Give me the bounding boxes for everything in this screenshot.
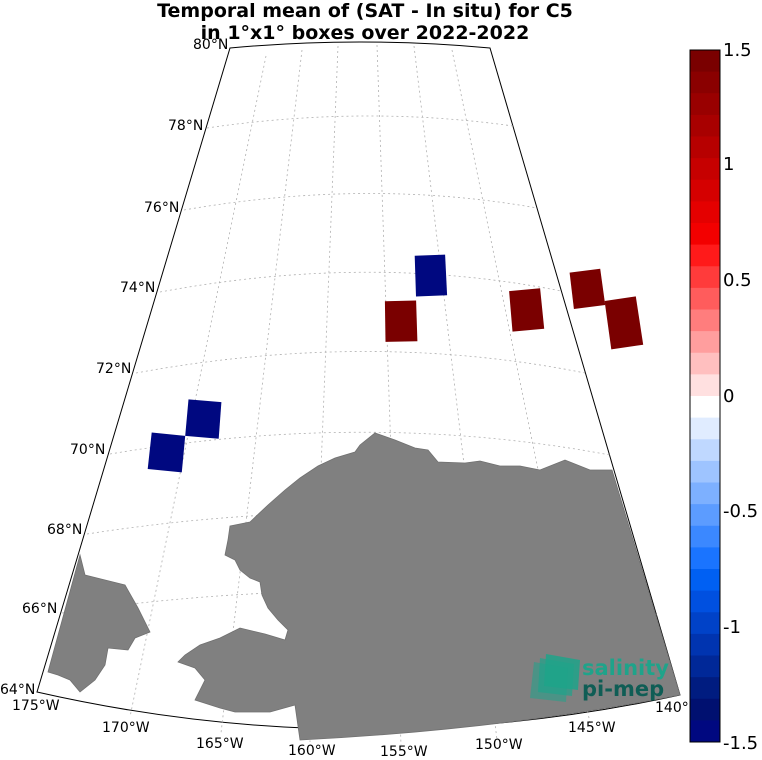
colorbar-cell [690, 677, 720, 699]
colorbar-cell [690, 526, 720, 548]
colorbar-tick-neg-1.5: -1.5 [723, 733, 758, 754]
lat-label-66: 66°N [22, 601, 57, 617]
colorbar-cell [690, 266, 720, 288]
colorbar-tick-neg-0.5: -0.5 [723, 501, 758, 522]
lon-label-160w: 160°W [288, 743, 336, 759]
colorbar-cell [690, 245, 720, 267]
salinity-box [385, 301, 418, 342]
colorbar-cell [690, 137, 720, 159]
pi-mep-logo: salinity pi-mep [582, 658, 669, 700]
salinity-box [185, 399, 221, 438]
polar-stereographic-map [0, 0, 762, 760]
colorbar-cell [690, 591, 720, 613]
lon-label-145w: 145°W [568, 720, 616, 736]
colorbar-cell [690, 656, 720, 678]
colorbar-cell [690, 180, 720, 202]
logo-line-2: pi-mep [582, 679, 669, 700]
lat-label-78: 78°N [168, 118, 203, 134]
colorbar-cell [690, 483, 720, 505]
lon-label-175w: 175°W [12, 698, 60, 714]
colorbar-cell [690, 396, 720, 418]
colorbar-tick-1: 1 [723, 154, 734, 175]
lon-label-150w: 150°W [475, 737, 523, 753]
salinity-box [570, 269, 606, 309]
lon-label-155w: 155°W [380, 744, 428, 760]
colorbar-cell [690, 569, 720, 591]
colorbar-cell [690, 418, 720, 440]
colorbar-cell [690, 353, 720, 375]
lat-label-64: 64°N [0, 682, 35, 698]
colorbar-cell [690, 201, 720, 223]
colorbar-cell [690, 50, 720, 72]
salinity-box [509, 288, 544, 331]
colorbar-cell [690, 720, 720, 742]
lat-label-70: 70°N [70, 442, 105, 458]
colorbar-cell [690, 331, 720, 353]
salinity-box [148, 433, 186, 473]
colorbar-cell [690, 547, 720, 569]
colorbar-cell [690, 439, 720, 461]
colorbar-cell [690, 374, 720, 396]
lon-label-140: 140° [655, 700, 689, 716]
lat-label-74: 74°N [120, 280, 155, 296]
colorbar-cell [690, 115, 720, 137]
lat-label-72: 72°N [96, 361, 131, 377]
colorbar-cell [690, 93, 720, 115]
lat-label-76: 76°N [144, 200, 179, 216]
colorbar-cell [690, 158, 720, 180]
lat-label-80: 80°N [193, 37, 228, 53]
colorbar-tick-0.5: 0.5 [723, 270, 752, 291]
lat-label-68: 68°N [47, 522, 82, 538]
colorbar-cell [690, 612, 720, 634]
colorbar [690, 50, 720, 743]
colorbar-tick-neg-1: -1 [723, 617, 741, 638]
colorbar-tick-1.5: 1.5 [723, 40, 752, 61]
lon-label-165w: 165°W [196, 736, 244, 752]
colorbar-tick-0: 0 [723, 386, 734, 407]
colorbar-cell [690, 504, 720, 526]
salinity-box [605, 296, 644, 349]
colorbar-cell [690, 72, 720, 94]
salinity-box [415, 255, 447, 297]
colorbar-cell [690, 634, 720, 656]
colorbar-cell [690, 310, 720, 332]
colorbar-cell [690, 288, 720, 310]
lon-label-170w: 170°W [102, 720, 150, 736]
colorbar-cell [690, 461, 720, 483]
logo-line-1: salinity [582, 658, 669, 679]
colorbar-cell [690, 223, 720, 245]
colorbar-cell [690, 699, 720, 721]
